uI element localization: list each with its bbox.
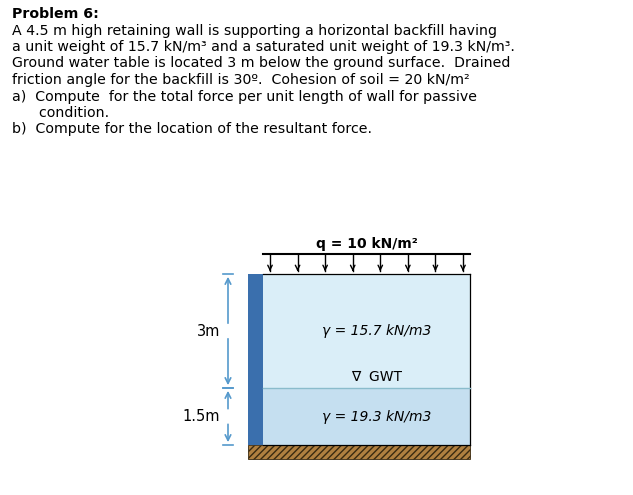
- Text: γ = 15.7 kN/m3: γ = 15.7 kN/m3: [322, 324, 431, 338]
- Text: b)  Compute for the location of the resultant force.: b) Compute for the location of the resul…: [12, 122, 372, 137]
- Text: friction angle for the backfill is 30º.  Cohesion of soil = 20 kN/m²: friction angle for the backfill is 30º. …: [12, 73, 470, 87]
- Bar: [263, 388, 470, 445]
- Text: A 4.5 m high retaining wall is supporting a horizontal backfill having: A 4.5 m high retaining wall is supportin…: [12, 23, 497, 38]
- Text: a)  Compute  for the total force per unit length of wall for passive: a) Compute for the total force per unit …: [12, 90, 477, 103]
- Text: ∇  GWT: ∇ GWT: [351, 370, 402, 384]
- Text: Ground water table is located 3 m below the ground surface.  Drained: Ground water table is located 3 m below …: [12, 56, 510, 70]
- Text: a unit weight of 15.7 kN/m³ and a saturated unit weight of 19.3 kN/m³.: a unit weight of 15.7 kN/m³ and a satura…: [12, 40, 515, 54]
- Text: 1.5m: 1.5m: [182, 409, 220, 424]
- Bar: [248, 445, 470, 459]
- Bar: [263, 274, 470, 388]
- Text: γ = 19.3 kN/m3: γ = 19.3 kN/m3: [322, 409, 431, 424]
- Bar: [248, 274, 263, 445]
- Text: condition.: condition.: [12, 106, 109, 120]
- Text: 3m: 3m: [197, 324, 220, 339]
- Text: q = 10 kN/m²: q = 10 kN/m²: [316, 237, 417, 251]
- Text: Problem 6:: Problem 6:: [12, 7, 99, 21]
